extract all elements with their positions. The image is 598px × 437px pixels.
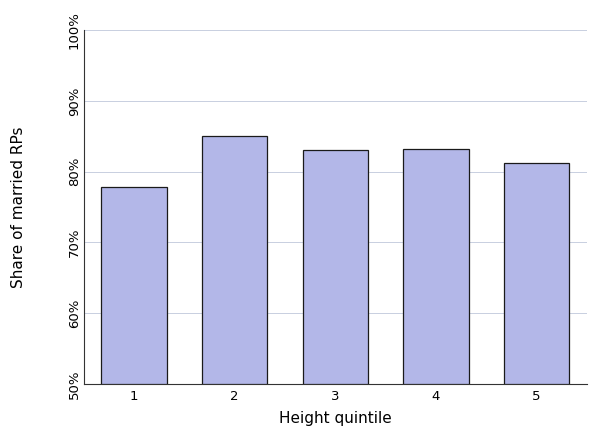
Bar [101,187,167,384]
Bar [403,149,469,384]
Bar [504,163,569,384]
Y-axis label: Share of married RPs: Share of married RPs [11,126,26,288]
Bar [202,135,267,384]
X-axis label: Height quintile: Height quintile [279,411,392,426]
Bar [303,150,368,384]
